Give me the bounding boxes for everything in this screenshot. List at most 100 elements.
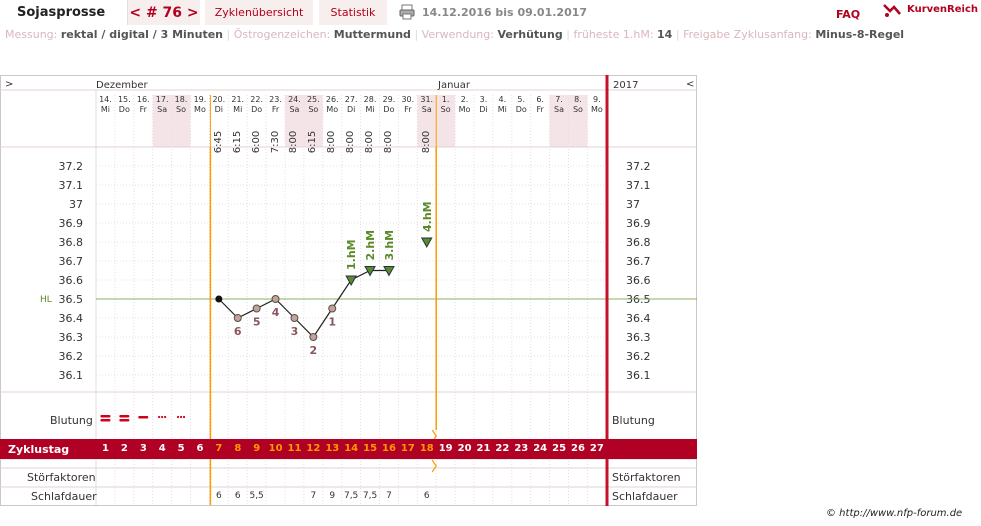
weekday: Do xyxy=(383,105,395,114)
day-header-cell[interactable]: 18. So xyxy=(172,95,191,147)
weekday: Fr xyxy=(271,105,280,114)
day-header-cell[interactable]: 3. Di xyxy=(474,95,493,147)
day-header-cell[interactable]: 26. Mo 8:00 xyxy=(323,95,342,153)
temp-point-start xyxy=(215,295,223,303)
day-number: 28. xyxy=(363,95,377,104)
cycle-day-cell: 6 xyxy=(196,443,204,454)
sleep-value: 5,5 xyxy=(249,491,264,501)
day-header-cell[interactable]: 30. Fr xyxy=(398,95,417,147)
cycle-day-cell: 26 xyxy=(571,443,585,454)
weekday: Do xyxy=(515,105,527,114)
day-header-cell[interactable]: 29. Do 8:00 xyxy=(380,95,399,153)
y-tick-label-left: 37.2 xyxy=(59,160,84,173)
print-icon[interactable] xyxy=(399,4,415,20)
measure-time: 6:15 xyxy=(307,130,319,154)
y-tick-label-right: 36.7 xyxy=(626,255,651,268)
weekend-shade xyxy=(152,95,172,147)
day-header-cell[interactable]: 27. Di 8:00 xyxy=(342,95,361,153)
y-tick-label-left: 36.7 xyxy=(59,255,84,268)
tab-cycle-overview[interactable]: Zyklenübersicht xyxy=(205,0,313,25)
measure-time: 8:00 xyxy=(288,130,300,154)
measure-time: 7:30 xyxy=(269,130,281,154)
cycle-day-cell: 19 xyxy=(438,443,453,454)
brand-logo-icon[interactable] xyxy=(882,2,902,18)
day-header-cell[interactable]: 1. So xyxy=(436,95,455,147)
row-label-blutung-right: Blutung xyxy=(612,414,655,427)
faq-link[interactable]: FAQ xyxy=(836,8,861,21)
day-number: 15. xyxy=(117,95,131,104)
weekday: Sa xyxy=(421,105,432,114)
day-header-cell[interactable]: 21. Mi 6:15 xyxy=(228,95,247,153)
day-header-cell[interactable]: 7. Sa xyxy=(550,95,569,147)
day-header-cell[interactable]: 8. So xyxy=(569,95,588,147)
day-header-cell[interactable]: 5. Do xyxy=(512,95,531,147)
day-number: 18. xyxy=(174,95,188,104)
row-label-schlafdauer-right: Schlafdauer xyxy=(612,490,678,503)
cycle-day-cell: 18 xyxy=(419,443,434,454)
y-tick-label-left: 36.2 xyxy=(59,350,84,363)
weekday: Mo xyxy=(326,105,339,114)
measure-time: 8:00 xyxy=(364,130,376,154)
bleeding-light-icon xyxy=(179,415,183,419)
y-tick-label-right: 36.2 xyxy=(626,350,651,363)
label-freigabe: Freigabe Zyklusanfang: xyxy=(683,28,812,41)
tab-statistics[interactable]: Statistik xyxy=(319,0,387,25)
day-header-cell[interactable]: 25. So 6:15 xyxy=(304,95,323,153)
bleeding-medium-icon xyxy=(138,416,149,419)
sleep-value: 9 xyxy=(329,491,336,501)
weekday: Mo xyxy=(590,105,603,114)
day-header-cell[interactable]: 28. Mi 8:00 xyxy=(361,95,380,153)
day-header-cell[interactable]: 16. Fr xyxy=(134,95,153,147)
day-header-cell[interactable]: 19. Mo xyxy=(191,95,210,147)
bleeding-light-icon xyxy=(176,415,180,419)
day-header-cell[interactable]: 23. Fr 7:30 xyxy=(266,95,285,153)
sleep-value: 7 xyxy=(386,491,392,501)
bleeding-light-icon xyxy=(182,415,186,419)
day-header-cell[interactable]: 4. Mi xyxy=(493,95,512,147)
day-header-cell[interactable]: 6. Fr xyxy=(531,95,550,147)
weekend-shade xyxy=(436,95,456,147)
sleep-value: 6 xyxy=(234,491,241,501)
value-messung: rektal / digital / 3 Minuten xyxy=(60,28,224,41)
chart-next-button[interactable]: < xyxy=(686,79,695,90)
cycle-day-cell: 2 xyxy=(120,443,128,454)
row-label-schlafdauer: Schlafdauer xyxy=(31,490,97,503)
cycle-navigator[interactable]: < # 76 > xyxy=(128,0,200,25)
date-range: 14.12.2016 bis 09.01.2017 xyxy=(422,6,588,19)
day-header-cell[interactable]: 14. Mi xyxy=(96,95,115,147)
measure-time: 8:00 xyxy=(345,130,357,154)
weekday: Di xyxy=(346,105,356,114)
brand-link[interactable]: KurvenReich xyxy=(907,4,979,15)
measure-time: 6:00 xyxy=(250,130,262,154)
weekday: So xyxy=(176,105,187,114)
y-tick-label-left: 37.1 xyxy=(59,179,84,192)
y-tick-label-left: 37 xyxy=(69,198,83,211)
day-number: 26. xyxy=(325,95,339,104)
day-header-cell[interactable]: 22. Do 6:00 xyxy=(247,95,266,153)
weekday: Mo xyxy=(194,105,206,114)
day-header-cell[interactable]: 20. Di 6:45 xyxy=(209,95,228,153)
sleep-value: 6 xyxy=(423,491,430,501)
cycle-day-cell: 20 xyxy=(457,443,472,454)
day-number: 24. xyxy=(288,95,301,104)
temp-point xyxy=(290,314,299,322)
day-header-cell[interactable]: 9. Mo xyxy=(587,95,606,147)
row-label-stoerfaktoren: Störfaktoren xyxy=(27,471,96,484)
day-header-cell[interactable]: 2. Mo xyxy=(455,95,474,147)
chart-prev-button[interactable]: > xyxy=(5,79,14,90)
day-header-cell[interactable]: 15. Do xyxy=(115,95,134,147)
label-messung: Messung: xyxy=(5,28,58,41)
cycle-day-cell: 16 xyxy=(382,443,396,454)
day-header-cell[interactable]: 31. Sa 8:00 xyxy=(417,95,436,153)
day-header-cell[interactable]: 24. Sa 8:00 xyxy=(285,95,304,153)
measure-time: 6:15 xyxy=(231,130,243,154)
row-label-zyklustag: Zyklustag xyxy=(8,443,70,456)
weekday: Fr xyxy=(139,105,147,114)
cycle-day-cell: 27 xyxy=(589,443,604,454)
day-number: 25. xyxy=(306,95,320,104)
cycle-day-cell: 22 xyxy=(495,443,510,454)
weekday: Di xyxy=(479,105,488,114)
day-header-cell[interactable]: 17. Sa xyxy=(153,95,172,147)
